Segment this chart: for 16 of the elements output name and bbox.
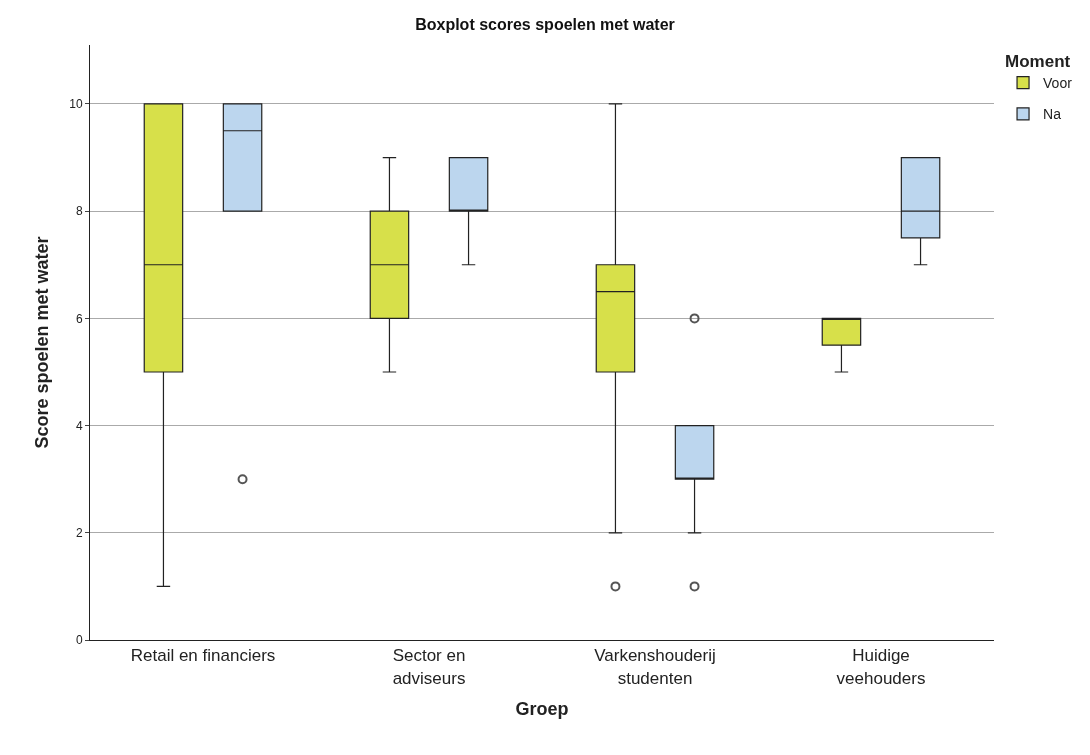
y-tick-label: 6 [75,311,83,326]
x-tick-label: Varkenshouderij studenten [594,646,716,688]
legend-title: Moment [1005,52,1071,72]
chart-title: Boxplot scores spoelen met water [415,16,675,34]
y-tick-label: 10 [69,97,83,112]
legend-label: Na [1043,106,1062,123]
x-tick-label: Huidige veehouders [836,646,926,688]
y-tick-label: 2 [75,525,83,540]
legend-label: Voor [1043,75,1073,92]
x-tick-label: Sector en adviseurs [392,646,466,688]
y-axis-title: Score spoelen met water [32,236,53,449]
y-tick-label: 0 [75,633,83,648]
y-tick-label: 4 [75,418,83,433]
x-tick-label: Retail en financiers [130,646,276,666]
x-axis-title: Groep [515,698,569,719]
y-tick-label: 8 [75,204,83,219]
